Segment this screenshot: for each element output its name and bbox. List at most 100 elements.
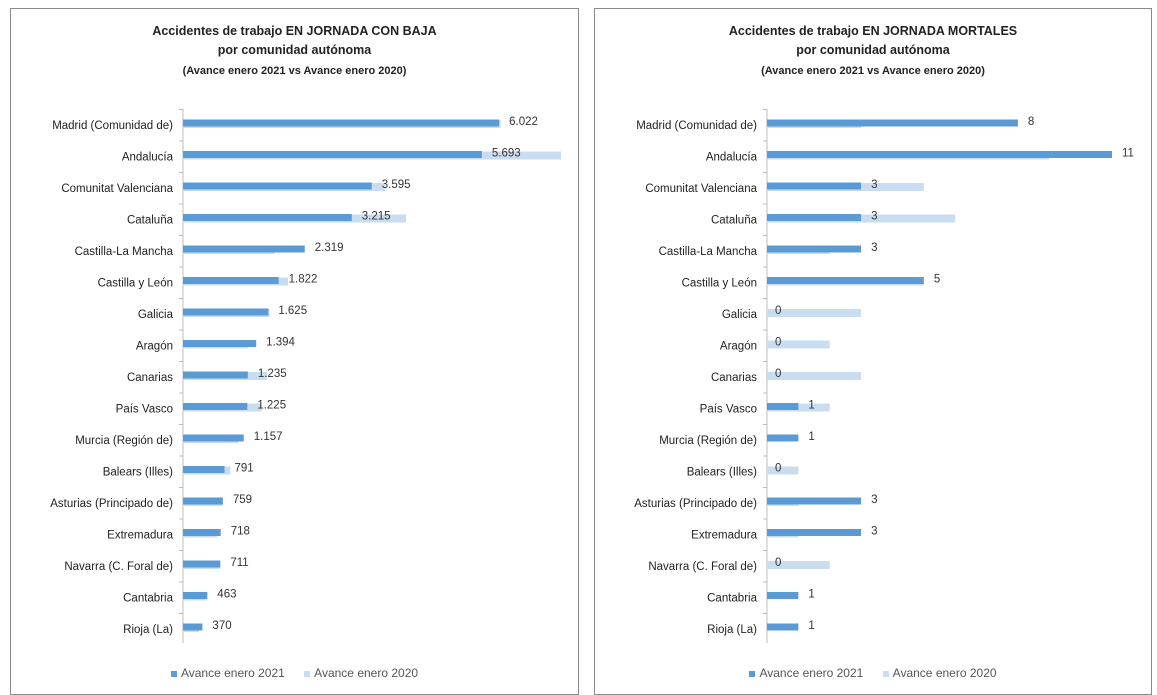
data-label: 759 <box>233 494 252 506</box>
bar-2021 <box>183 245 305 253</box>
category-label: Castilla-La Mancha <box>659 246 758 258</box>
category-label: Castilla y León <box>682 278 757 290</box>
bar-2020 <box>767 309 862 317</box>
bar-2021 <box>183 182 372 190</box>
bar-2021 <box>183 434 244 442</box>
legend-swatch-2020 <box>304 670 311 677</box>
data-label: 1.394 <box>266 337 295 349</box>
chart-title-line2: por comunidad autónoma <box>796 43 950 57</box>
data-label: 718 <box>231 526 250 538</box>
data-label: 3 <box>871 242 877 254</box>
bar-2020 <box>767 561 830 569</box>
data-label: 3 <box>871 526 877 538</box>
bar-2021 <box>183 560 221 568</box>
bar-2021 <box>767 277 924 284</box>
bar-2021 <box>767 592 799 599</box>
data-label: 0 <box>775 305 781 317</box>
data-label: 3 <box>871 494 877 506</box>
category-label: Galicia <box>138 309 174 321</box>
bar-2021 <box>183 403 248 410</box>
category-label: Cataluña <box>711 215 758 227</box>
category-label: Rioja (La) <box>123 624 173 636</box>
data-label: 3.215 <box>362 211 391 223</box>
category-label: Aragón <box>720 341 757 353</box>
data-label: 8 <box>1028 116 1034 128</box>
category-label: Cataluña <box>127 215 174 227</box>
data-label: 1 <box>808 431 814 443</box>
category-label: Canarias <box>711 372 757 384</box>
data-label: 3 <box>871 211 877 223</box>
bar-2021 <box>183 119 500 127</box>
category-label: Murcia (Región de) <box>75 435 173 447</box>
legend-label-2020: Avance enero 2020 <box>314 666 419 680</box>
category-label: Castilla y León <box>98 278 173 290</box>
category-label: Cantabria <box>123 593 173 605</box>
category-label: Asturias (Principado de) <box>634 498 757 510</box>
chart-panel-con-baja: Accidentes de trabajo EN JORNADA CON BAJ… <box>10 8 579 695</box>
data-label: 1.822 <box>289 274 318 286</box>
category-label: País Vasco <box>116 404 173 416</box>
bar-2021 <box>183 308 269 316</box>
data-label: 2.319 <box>315 242 344 254</box>
data-label: 0 <box>775 368 781 380</box>
data-label: 11 <box>1122 148 1134 160</box>
bar-2021 <box>767 497 862 505</box>
data-label: 6.022 <box>509 116 538 128</box>
data-label: 1.235 <box>258 368 287 380</box>
bar-2021 <box>183 277 279 284</box>
data-label: 791 <box>235 463 254 475</box>
data-label: 5.693 <box>492 148 521 160</box>
legend-item-2020: Avance enero 2020 <box>882 666 997 680</box>
data-label: 0 <box>775 337 781 349</box>
category-label: Murcia (Región de) <box>659 435 757 447</box>
category-label: Balears (Illes) <box>687 467 757 479</box>
category-label: Rioja (La) <box>707 624 757 636</box>
bar-2021 <box>183 371 248 379</box>
chart-title: Accidentes de trabajo EN JORNADA CON BAJ… <box>152 24 437 38</box>
category-label: Castilla-La Mancha <box>75 246 174 258</box>
bar-2021 <box>183 214 352 221</box>
category-label: Andalucía <box>122 152 174 164</box>
category-label: Madrid (Comunidad de) <box>52 120 173 132</box>
bar-2020 <box>767 340 830 349</box>
category-label: Comunitat Valenciana <box>61 183 173 195</box>
chart-title-line2: por comunidad autónoma <box>217 43 372 57</box>
legend-swatch-2021 <box>170 670 177 677</box>
bar-2020 <box>767 372 862 380</box>
category-label: Madrid (Comunidad de) <box>636 120 757 132</box>
bar-2021 <box>767 623 799 631</box>
bar-2021 <box>183 340 257 347</box>
category-label: Canarias <box>127 372 173 384</box>
bar-2021 <box>183 497 223 505</box>
chart-panel-mortales: Accidentes de trabajo EN JORNADA MORTALE… <box>594 8 1152 695</box>
legend-label-2021: Avance enero 2021 <box>759 666 864 680</box>
legend-item-2021: Avance enero 2021 <box>170 666 285 680</box>
category-label: Comunitat Valenciana <box>645 183 757 195</box>
data-label: 3 <box>871 179 877 191</box>
data-label: 0 <box>775 463 781 475</box>
category-label: Navarra (C. Foral de) <box>64 561 173 573</box>
category-label: Extremadura <box>107 530 173 542</box>
category-label: País Vasco <box>700 404 757 416</box>
data-label: 0 <box>775 557 781 569</box>
bar-2021 <box>767 214 862 221</box>
category-label: Galicia <box>722 309 758 321</box>
category-label: Andalucía <box>706 152 758 164</box>
bar-2020 <box>767 403 830 412</box>
data-label: 711 <box>230 557 248 569</box>
bar-2021 <box>767 182 862 190</box>
data-label: 1.225 <box>257 400 286 412</box>
bar-2021 <box>183 151 482 158</box>
bar-2020 <box>767 466 799 475</box>
bar-2021 <box>767 151 1112 158</box>
legend-swatch-2021 <box>749 670 756 677</box>
category-label: Navarra (C. Foral de) <box>648 561 757 573</box>
category-label: Balears (Illes) <box>103 467 173 479</box>
data-label: 1.157 <box>254 431 283 443</box>
bar-2021 <box>767 434 799 442</box>
bar-2021 <box>183 623 203 631</box>
bar-chart-con-baja: Madrid (Comunidad de) 6.022 Andalucía 5.693… <box>50 109 561 643</box>
bar-2021 <box>183 592 208 599</box>
category-label: Aragón <box>136 341 173 353</box>
chart-legend: Avance enero 2021 Avance enero 2020 <box>11 666 578 680</box>
